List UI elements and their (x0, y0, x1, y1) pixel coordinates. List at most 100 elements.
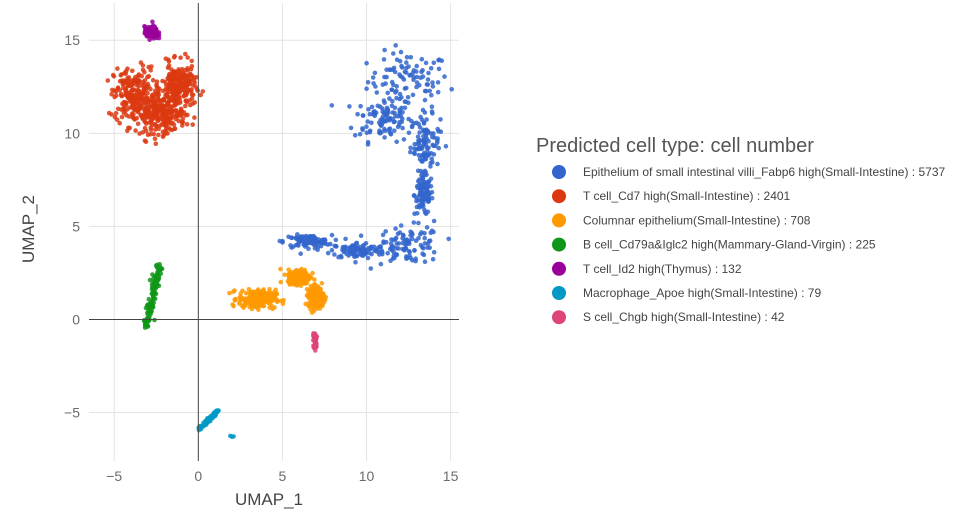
data-point (185, 112, 190, 118)
data-point (417, 177, 422, 182)
legend-marker (552, 189, 566, 204)
data-point (166, 98, 172, 103)
data-point (429, 92, 434, 98)
data-point (398, 49, 404, 55)
data-point (408, 149, 413, 155)
data-point (298, 251, 304, 256)
data-point (155, 94, 161, 100)
data-point (152, 136, 158, 142)
data-point (406, 248, 412, 254)
data-point (449, 87, 455, 92)
data-point (417, 83, 422, 88)
data-point (135, 108, 141, 114)
data-point (411, 68, 417, 73)
data-point (183, 103, 188, 109)
data-point (212, 413, 218, 419)
data-point (424, 146, 430, 151)
data-point (408, 55, 414, 60)
data-point (364, 130, 370, 136)
data-point (109, 112, 114, 117)
scatter-points (105, 19, 455, 440)
data-point (176, 97, 181, 103)
data-point (419, 230, 424, 235)
data-point (145, 132, 151, 137)
data-point (314, 306, 320, 312)
data-point (136, 94, 142, 99)
data-point (190, 122, 195, 127)
data-point (421, 127, 426, 133)
data-point (150, 19, 155, 25)
data-point (393, 226, 398, 231)
data-point (280, 240, 285, 245)
legend-marker (552, 310, 566, 325)
data-point (154, 79, 160, 84)
data-point (426, 179, 432, 184)
data-point (144, 104, 149, 110)
data-point (156, 274, 162, 279)
legend-entry: Epithelium of small intestinal villi_Fab… (583, 165, 946, 179)
data-point (369, 244, 374, 250)
data-point (200, 89, 206, 94)
data-point (119, 114, 125, 120)
data-point (118, 91, 124, 97)
data-point (370, 75, 376, 80)
data-point (358, 233, 364, 238)
data-point (394, 252, 400, 258)
data-point (149, 64, 154, 69)
data-point (127, 105, 133, 110)
data-point (188, 102, 193, 108)
data-point (142, 119, 147, 124)
data-point (188, 66, 194, 72)
data-point (398, 114, 404, 119)
data-point (203, 421, 208, 426)
series-3 (227, 266, 329, 315)
data-point (428, 66, 434, 71)
data-point (384, 113, 389, 119)
data-point (430, 80, 435, 85)
data-point (300, 281, 306, 286)
data-point (421, 246, 426, 251)
data-point (420, 74, 426, 79)
data-point (428, 184, 434, 189)
data-point (165, 94, 171, 100)
data-point (308, 283, 314, 289)
data-point (358, 103, 363, 109)
data-point (173, 92, 179, 97)
data-point (400, 235, 405, 241)
data-point (124, 92, 129, 98)
data-point (130, 114, 135, 120)
data-point (148, 127, 154, 133)
data-point (151, 115, 156, 121)
data-point (181, 74, 186, 80)
data-point (429, 104, 435, 109)
data-point (248, 289, 253, 295)
legend-entry: B cell_Cd79a&Iglc2 high(Mammary-Gland-Vi… (583, 238, 876, 252)
data-point (390, 67, 396, 73)
data-point (145, 74, 150, 80)
data-point (391, 51, 396, 56)
data-point (113, 111, 119, 116)
data-point (387, 67, 392, 72)
data-point (426, 70, 431, 76)
data-point (150, 77, 156, 83)
data-point (241, 302, 247, 308)
data-point (249, 306, 255, 312)
data-point (430, 111, 435, 116)
data-point (348, 125, 354, 131)
data-point (380, 114, 386, 119)
data-point (412, 248, 417, 253)
data-point (180, 116, 186, 121)
data-point (378, 261, 384, 267)
data-point (142, 100, 147, 105)
data-point (176, 83, 181, 88)
data-point (352, 133, 358, 138)
data-point (157, 86, 162, 92)
data-point (172, 100, 177, 105)
data-point (153, 31, 158, 36)
legend-marker (552, 261, 566, 276)
data-point (127, 83, 133, 88)
data-point (421, 121, 427, 126)
data-point (404, 70, 409, 75)
legend-entry: Macrophage_Apoe high(Small-Intestine) : … (583, 286, 821, 300)
data-point (306, 303, 311, 308)
